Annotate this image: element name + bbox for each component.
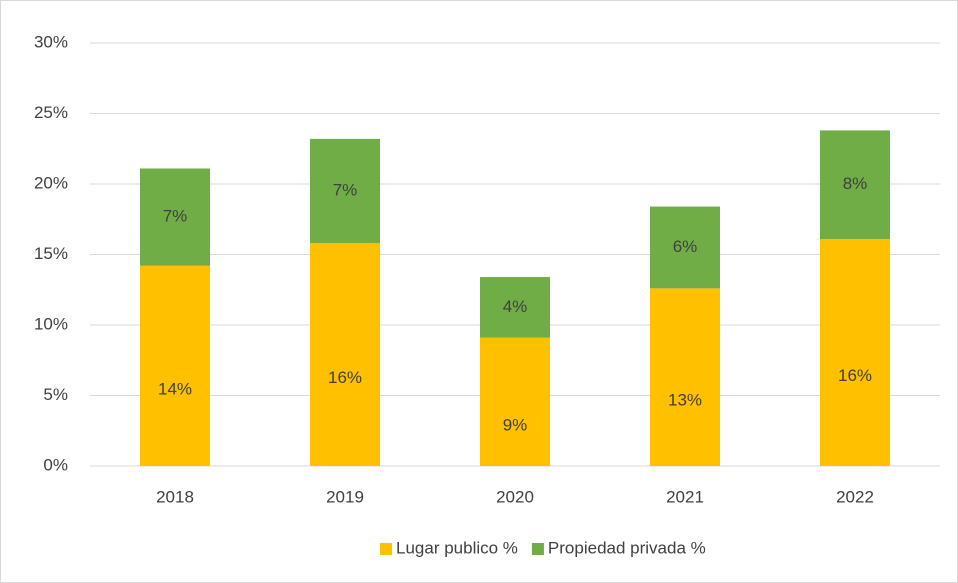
legend-label: Propiedad privada %: [548, 538, 706, 557]
data-label: 16%: [328, 368, 362, 387]
data-label: 16%: [838, 366, 872, 385]
x-tick-label: 2021: [666, 487, 704, 506]
y-tick-label: 0%: [43, 455, 68, 474]
bar-segment: [480, 337, 550, 466]
y-tick-label: 5%: [43, 385, 68, 404]
legend-label: Lugar publico %: [396, 538, 518, 557]
x-tick-label: 2020: [496, 487, 534, 506]
bar-segment: [140, 168, 210, 266]
y-tick-label: 25%: [34, 103, 68, 122]
bar-segment: [650, 206, 720, 289]
bar-segment: [310, 243, 380, 466]
x-tick-label: 2022: [836, 487, 874, 506]
data-label: 7%: [163, 207, 188, 226]
data-label: 4%: [503, 297, 528, 316]
y-tick-label: 20%: [34, 173, 68, 192]
legend-swatch: [531, 543, 544, 555]
data-label: 14%: [158, 379, 192, 398]
x-tick-label: 2019: [326, 487, 364, 506]
legend-swatch: [380, 543, 392, 555]
bar-segment: [820, 130, 890, 239]
y-tick-label: 10%: [34, 314, 68, 333]
bar-segment: [310, 138, 380, 244]
data-label: 13%: [668, 391, 702, 410]
x-tick-label: 2018: [156, 487, 194, 506]
bar-segment: [820, 238, 890, 466]
y-tick-label: 30%: [34, 32, 68, 51]
y-tick-label: 15%: [34, 244, 68, 263]
data-label: 9%: [503, 415, 528, 434]
data-label: 8%: [843, 174, 868, 193]
data-label: 7%: [333, 181, 358, 200]
bar-segment: [140, 265, 210, 466]
data-label: 6%: [673, 237, 698, 256]
bar-segment: [650, 288, 720, 466]
bar-segment: [480, 277, 550, 338]
